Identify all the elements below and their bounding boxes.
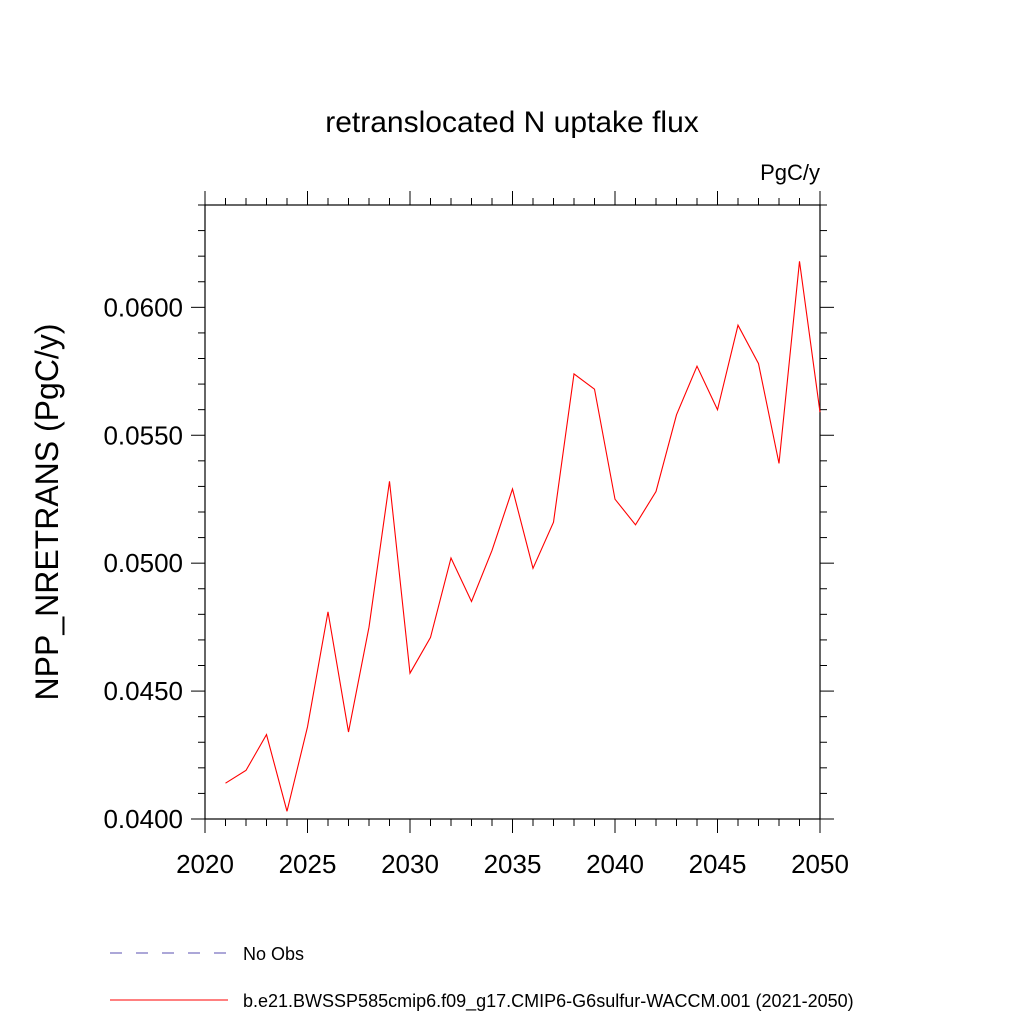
- x-tick-label: 2035: [484, 849, 542, 879]
- data-point: [594, 389, 595, 390]
- data-point: [778, 463, 779, 464]
- data-point: [327, 611, 328, 612]
- data-point: [676, 414, 677, 415]
- y-tick-label: 0.0600: [103, 292, 183, 322]
- x-tick-label: 2025: [279, 849, 337, 879]
- legend-label: No Obs: [243, 944, 304, 964]
- data-point: [266, 734, 267, 735]
- data-point: [409, 673, 410, 674]
- y-tick-label: 0.0500: [103, 548, 183, 578]
- plot-frame: [204, 204, 821, 820]
- x-tick-label: 2020: [176, 849, 234, 879]
- y-tick-label: 0.0400: [103, 804, 183, 834]
- data-point: [450, 557, 451, 558]
- data-point: [655, 491, 656, 492]
- data-point: [225, 783, 226, 784]
- data-point: [430, 637, 431, 638]
- data-point: [758, 363, 759, 364]
- data-point: [368, 627, 369, 628]
- x-tick-label: 2045: [689, 849, 747, 879]
- x-tick-label: 2040: [586, 849, 644, 879]
- data-point: [471, 601, 472, 602]
- data-point: [389, 481, 390, 482]
- data-point: [737, 325, 738, 326]
- data-point: [717, 409, 718, 410]
- data-point: [573, 373, 574, 374]
- data-point: [819, 412, 820, 413]
- data-point: [512, 488, 513, 489]
- series-line: [225, 261, 821, 812]
- series-layer: [225, 261, 821, 812]
- units-label: PgC/y: [760, 160, 820, 185]
- data-point: [635, 524, 636, 525]
- data-point: [307, 726, 308, 727]
- y-tick-label: 0.0450: [103, 676, 183, 706]
- axis-ticks: 2020 2025 2030 2035 2040 2045 2050 0.0400 0.0450…: [103, 191, 849, 879]
- y-tick-label: 0.0550: [103, 420, 183, 450]
- legend-label: b.e21.BWSSP585cmip6.f09_g17.CMIP6-G6sulf…: [243, 991, 854, 1012]
- chart-title: retranslocated N uptake flux: [325, 106, 699, 139]
- x-tick-label: 2050: [791, 849, 849, 879]
- data-point: [245, 770, 246, 771]
- data-point: [553, 522, 554, 523]
- y-axis-label: NPP_NRETRANS (PgC/y): [29, 324, 65, 701]
- legend: No Obs b.e21.BWSSP585cmip6.f09_g17.CMIP6-…: [110, 944, 854, 1012]
- data-point: [532, 568, 533, 569]
- data-point: [696, 366, 697, 367]
- x-tick-label: 2030: [381, 849, 439, 879]
- data-point: [799, 261, 800, 262]
- data-point: [348, 731, 349, 732]
- data-point: [614, 499, 615, 500]
- data-point: [286, 811, 287, 812]
- data-point: [491, 550, 492, 551]
